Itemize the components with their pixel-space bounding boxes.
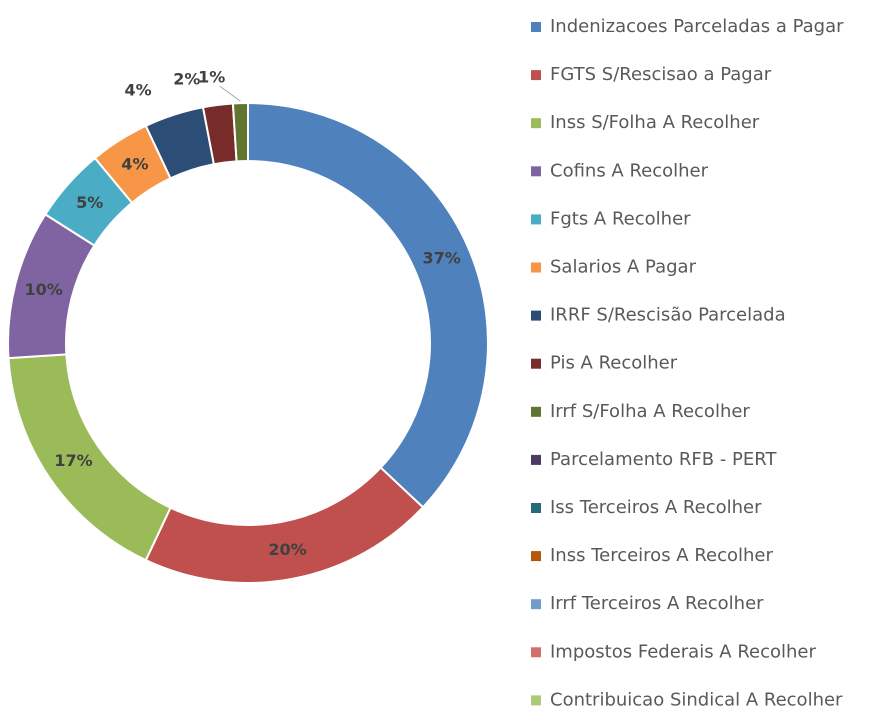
legend-swatch	[531, 551, 541, 562]
legend-swatch	[531, 70, 541, 81]
legend-label: Impostos Federais A Recolher	[550, 641, 817, 662]
legend-label: Inss Terceiros A Recolher	[550, 545, 773, 566]
legend-swatch	[531, 358, 541, 369]
data-label: 10%	[24, 280, 62, 299]
legend-swatch	[531, 166, 541, 177]
legend-label: Iss Terceiros A Recolher	[550, 497, 762, 518]
data-label: 4%	[125, 80, 152, 99]
leader-line	[219, 85, 241, 102]
slice	[231, 101, 249, 163]
legend-label: Irrf S/Folha A Recolher	[550, 401, 750, 422]
data-label: 1%	[198, 68, 225, 87]
slice	[247, 101, 489, 509]
legend-label: Inss S/Folha A Recolher	[550, 112, 760, 133]
legend-label: IRRF S/Rescisão Parcelada	[550, 305, 786, 326]
data-label: 17%	[54, 451, 92, 470]
legend-label: Indenizacoes Parceladas a Pagar	[550, 16, 844, 37]
data-label: 2%	[173, 70, 200, 89]
legend-swatch	[531, 262, 541, 273]
legend-swatch	[531, 647, 541, 658]
data-label: 5%	[76, 193, 103, 212]
data-label: 37%	[422, 249, 460, 268]
legend-label: FGTS S/Rescisao a Pagar	[550, 64, 772, 85]
legend-label: Fgts A Recolher	[550, 208, 691, 229]
data-label: 4%	[121, 154, 148, 173]
data-label: 20%	[268, 540, 306, 559]
legend-label: Salarios A Pagar	[550, 257, 697, 278]
legend-swatch	[531, 599, 541, 610]
legend-label: Cofins A Recolher	[550, 160, 709, 181]
legend-label: Irrf Terceiros A Recolher	[550, 593, 764, 614]
legend-label: Pis A Recolher	[550, 353, 678, 374]
legend-swatch	[531, 310, 541, 321]
legend-swatch	[531, 503, 541, 513]
legend-label: Parcelamento RFB - PERT	[550, 449, 777, 470]
legend-swatch	[531, 118, 541, 129]
legend-label: Contribuicao Sindical A Recolher	[550, 689, 843, 709]
legend-swatch	[531, 406, 541, 417]
legend-swatch	[531, 454, 541, 465]
slice	[144, 466, 425, 584]
legend-swatch	[531, 695, 541, 706]
legend-swatch	[531, 22, 541, 32]
legend-swatch	[531, 214, 541, 225]
